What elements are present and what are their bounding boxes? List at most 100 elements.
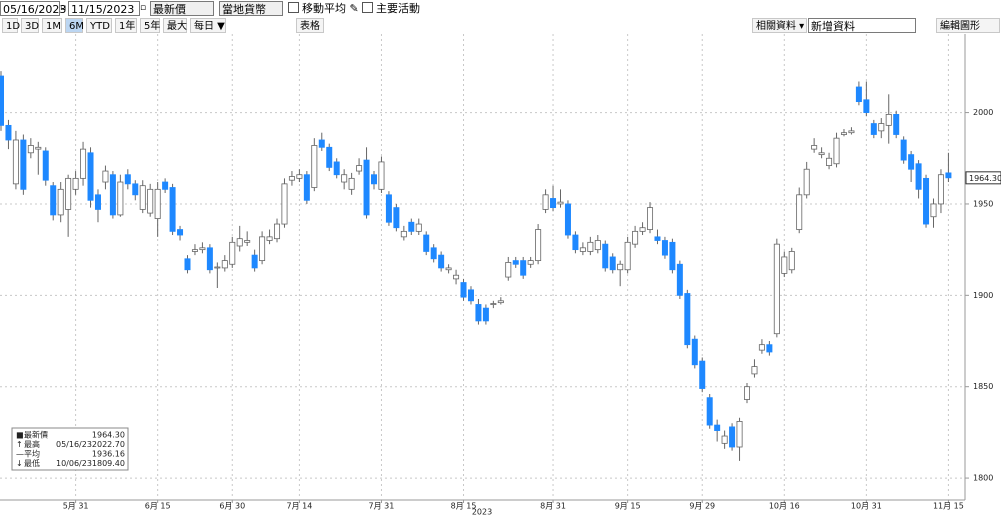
candle-body xyxy=(206,247,213,271)
candle-body xyxy=(826,157,833,166)
candle-body xyxy=(572,234,579,251)
candle-body xyxy=(766,344,773,353)
candle-body xyxy=(378,161,385,190)
candle-body xyxy=(602,243,609,269)
candle-body xyxy=(184,258,191,271)
year-label: 2023 xyxy=(472,508,492,516)
candle-body xyxy=(281,183,288,225)
candle-body xyxy=(460,282,467,298)
candle-body xyxy=(311,145,318,188)
candle-body xyxy=(296,174,303,179)
y-tick-label: 2000 xyxy=(973,108,993,117)
candle-body xyxy=(303,174,310,201)
candle-body xyxy=(363,159,370,216)
currency-dropdown[interactable]: 當地貨幣 xyxy=(219,1,283,16)
checkbox-moving-average[interactable]: 移動平均 ✎ xyxy=(288,1,359,16)
candle-body xyxy=(908,154,915,170)
candle-body xyxy=(65,177,72,210)
candle-body xyxy=(721,435,728,444)
range-button[interactable]: 最大 xyxy=(163,18,187,33)
range-button[interactable]: 5年 xyxy=(140,18,160,33)
candle-body xyxy=(5,124,12,141)
candle-body xyxy=(42,150,49,181)
legend-date: 05/16/23 xyxy=(56,440,92,449)
range-button[interactable]: 1D xyxy=(2,18,20,33)
candle-body xyxy=(94,194,101,210)
candle-body xyxy=(139,185,146,210)
range-button[interactable]: YTD xyxy=(86,18,112,33)
range-button[interactable]: 1M xyxy=(42,18,62,33)
related-button[interactable]: 相關資料 ▾ xyxy=(752,18,807,33)
candle-body xyxy=(624,241,631,271)
candle-body xyxy=(341,174,348,183)
candle-body xyxy=(117,181,124,216)
candle-body xyxy=(520,260,527,276)
candle-body xyxy=(632,230,639,245)
range-button[interactable]: 1年 xyxy=(115,18,137,33)
x-tick-label: 10月 16 xyxy=(769,502,800,511)
candle-body xyxy=(199,247,206,251)
y-tick-label: 1900 xyxy=(973,291,993,300)
last-price-tag xyxy=(965,171,1001,185)
legend-symbol: ↓ xyxy=(16,459,23,468)
candle-body xyxy=(579,247,586,252)
candle-body xyxy=(647,207,654,230)
legend-symbol: ■ xyxy=(16,431,24,440)
candle-body xyxy=(400,230,407,238)
add-data-input[interactable]: 新增資料 xyxy=(808,18,916,33)
candle-body xyxy=(147,188,154,214)
legend-value: 1936.16 xyxy=(92,450,125,459)
candle-body xyxy=(87,152,94,201)
checkbox-events[interactable]: 主要活動 xyxy=(362,1,420,16)
candle-body xyxy=(699,360,706,389)
table-button[interactable]: 表格 xyxy=(296,18,324,33)
candle-body xyxy=(788,251,795,271)
candle-body xyxy=(617,263,624,271)
candle-body xyxy=(12,139,19,185)
field-dropdown[interactable]: 最新價 xyxy=(150,1,214,16)
candle-body xyxy=(229,241,236,265)
legend: ■ 最新價 1964.30 ↑ 最高 05/16/23 2022.70 — 平均 1936.16 ↓… xyxy=(11,427,129,471)
candle-body xyxy=(423,234,430,252)
candle-body xyxy=(109,174,116,216)
candle-body xyxy=(266,236,273,241)
legend-label: 最低 xyxy=(24,458,40,468)
candle-body xyxy=(505,262,512,278)
candle-body xyxy=(259,236,266,262)
candle-body xyxy=(900,139,907,161)
legend-label: 最高 xyxy=(24,439,40,449)
legend-label: 平均 xyxy=(24,449,40,459)
candle-body xyxy=(803,168,810,196)
range-button[interactable]: 每日 ▼ xyxy=(190,18,226,33)
calendar-icon[interactable]: ▫ xyxy=(140,3,147,13)
candle-body xyxy=(594,240,601,251)
x-tick-label: 7月 14 xyxy=(286,502,312,511)
candle-body xyxy=(318,139,325,148)
candle-body xyxy=(923,177,930,225)
x-tick-label: 8月 31 xyxy=(540,502,566,511)
candle-body xyxy=(27,145,34,154)
candle-body xyxy=(758,344,765,351)
candle-body xyxy=(251,254,258,269)
candle-body xyxy=(915,163,922,190)
range-button[interactable]: 3D xyxy=(21,18,39,33)
candle-body xyxy=(930,203,937,218)
candle-body xyxy=(512,260,519,265)
candle-body xyxy=(684,293,691,346)
candle-body xyxy=(818,152,825,156)
range-button[interactable]: 6M xyxy=(65,18,84,33)
candle-body xyxy=(408,221,415,232)
plot-background xyxy=(0,34,1001,516)
candle-body xyxy=(893,114,900,135)
candle-body xyxy=(80,148,87,179)
start-date[interactable]: 05/16/2023 xyxy=(0,1,66,16)
candle-body xyxy=(751,366,758,375)
calendar-icon[interactable]: ▫ xyxy=(60,3,67,13)
end-date[interactable]: 11/15/2023 xyxy=(68,1,140,16)
edit-chart-button[interactable]: 編輯圖形 xyxy=(936,18,1000,33)
candle-body xyxy=(550,198,557,209)
legend-value: 2022.70 xyxy=(92,440,125,449)
candle-body xyxy=(706,397,713,426)
